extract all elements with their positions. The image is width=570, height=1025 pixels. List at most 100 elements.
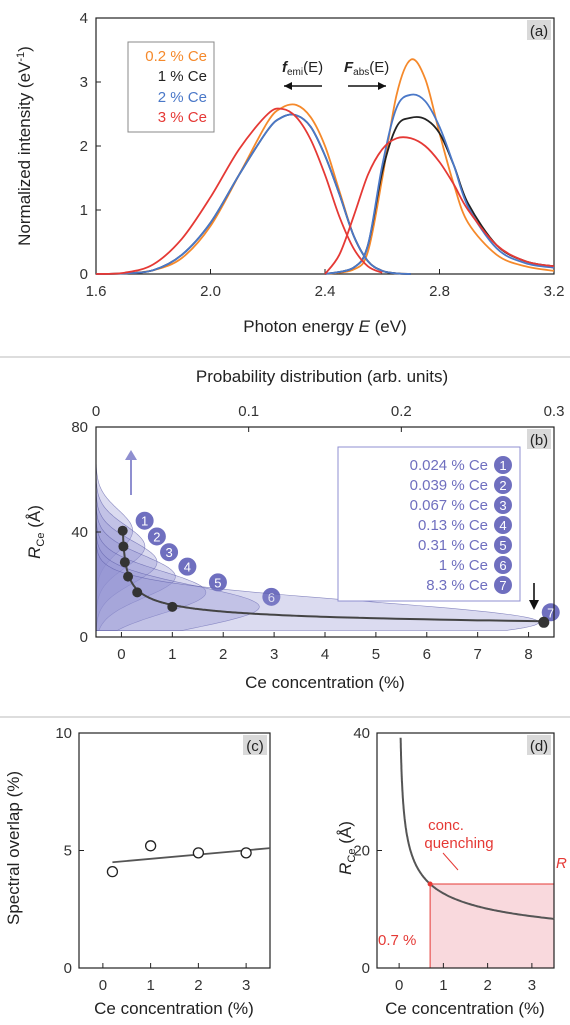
c-x-tick-label-3: 3 [242,977,250,994]
distribution-badge-3 [160,543,179,562]
b-legend-badge-2 [494,476,512,494]
c-point-1 [144,840,157,852]
panel-b-curve [117,525,550,628]
b-legend-badge-3 [494,496,512,514]
b-legend-label-5: 0.31 % Ce [418,537,488,554]
r-ce-curve [121,526,548,623]
distribution-badge-label-4: 4 [184,560,191,575]
a-y-tick-label-3: 3 [80,74,88,91]
a-y-tick-label-1: 1 [80,202,88,219]
panel-c-label: (c) [246,738,264,755]
b-x-tick-label-5: 5 [372,646,380,663]
b-legend-badge-label-7: 7 [499,578,506,593]
b-x-tick-label-8: 8 [524,646,532,663]
panel-b-label: (b) [530,432,548,449]
b-legend-label-2: 0.039 % Ce [410,477,488,494]
a-y-tick-label-2: 2 [80,138,88,155]
b-point-3 [119,557,130,568]
distribution-badge-label-7: 7 [547,605,554,620]
legend-item-2ce: 2 % Ce [158,89,207,106]
series-1-emission-line [95,113,411,275]
b-x-tick-label-3: 3 [270,646,278,663]
series-3-emission-line [95,107,383,275]
absorption-arrow-head [378,82,386,90]
b-legend-label-3: 0.067 % Ce [410,497,488,514]
r-label: R [556,855,567,872]
emission-arrow-head [284,82,292,90]
distribution-badge-label-6: 6 [268,590,275,605]
threshold-label: 0.7 % [378,932,416,949]
distribution-badge-label-2: 2 [153,529,160,544]
b-legend-badge-label-5: 5 [499,538,506,553]
distribution-badge-label-3: 3 [165,545,172,560]
b-legend-badge-label-2: 2 [499,478,506,493]
b-point-5 [132,587,143,598]
b-legend-badge-4 [494,516,512,534]
c-y-tick-label-0: 0 [64,960,72,977]
a-x-tick-label-2.0: 2.0 [200,283,221,300]
c-x-tick-label-0: 0 [99,977,107,994]
d-y-tick-label-20: 20 [353,843,370,860]
panel-b-label-bg [527,429,551,449]
panel-a-curves [95,58,555,275]
c-point-0 [106,866,119,878]
distribution-badge-2 [147,527,166,546]
b-top-tick-label-0: 0 [92,403,100,420]
panel-d: 0 1 2 3 0 20 40 (d) conc. quenching R 0.7 % RC… [336,725,567,1018]
b-x-tick-label-2: 2 [219,646,227,663]
up-arrow-head [125,450,137,460]
d-x-tick-label-0: 0 [395,977,403,994]
distribution-badge-label-1: 1 [141,514,148,529]
a-x-tick-label-2.4: 2.4 [315,283,336,300]
b-legend-label-4: 0.13 % Ce [418,517,488,534]
series-1-absorption-line [324,116,555,275]
series-2-absorption-line [324,93,555,275]
distribution-badge-7 [541,603,560,622]
d-y-tick-label-40: 40 [353,725,370,742]
series-0-absorption-line [324,58,555,275]
distribution-4 [95,492,176,631]
b-top-tick-label-0.2: 0.2 [391,403,412,420]
b-point-1 [117,525,128,536]
panel-d-label-bg [527,735,551,755]
panel-b-xlabel: Ce concentration (%) [245,673,405,692]
d-x-tick-label-1: 1 [439,977,447,994]
panel-c-xlabel: Ce concentration (%) [94,999,254,1018]
panel-b-legend-box [337,446,521,602]
c-y-tick-label-5: 5 [64,843,72,860]
panel-a-ticks: 1.6 2.0 2.4 2.8 3.2 0 1 2 3 4 [80,10,565,300]
panel-b: Probability distribution (arb. units) 12… [25,367,564,692]
b-legend-badge-label-1: 1 [499,458,506,473]
b-x-tick-label-4: 4 [321,646,329,663]
d-x-tick-label-3: 3 [528,977,536,994]
series-3-absorption-line [324,136,555,275]
series-2-emission-line [95,113,411,275]
distribution-7 [95,537,540,631]
panel-a-legend-box [127,41,215,133]
distribution-3 [95,478,158,631]
b-legend-badge-6 [494,556,512,574]
panel-c-ticks: 0 1 2 3 0 5 10 [55,725,250,994]
quench-threshold-point [427,881,433,887]
panel-c-ylabel: Spectral overlap (%) [4,771,23,925]
f-emi-symbol: femi(E) [282,59,323,78]
b-legend-badge-label-6: 6 [499,558,506,573]
f-abs-symbol: Fabs(E) [344,59,389,78]
quench-pointer [442,852,459,871]
b-top-tick-label-0.1: 0.1 [238,403,259,420]
legend-item-0.2ce: 0.2 % Ce [145,48,207,65]
panel-c: 0 1 2 3 0 5 10 (c) Spectral overlap (%) Ce con… [4,725,271,1018]
d-r-ce-curve [399,737,555,920]
b-legend-label-7: 8.3 % Ce [426,577,488,594]
d-y-tick-label-0: 0 [362,960,370,977]
down-arrow-head [529,600,539,610]
distribution-badge-5 [208,573,227,592]
quench-text-line2: quenching [424,835,493,852]
c-point-2 [192,847,205,859]
b-point-4 [123,571,134,582]
distribution-badge-6 [262,587,281,606]
d-x-tick-label-2: 2 [483,977,491,994]
